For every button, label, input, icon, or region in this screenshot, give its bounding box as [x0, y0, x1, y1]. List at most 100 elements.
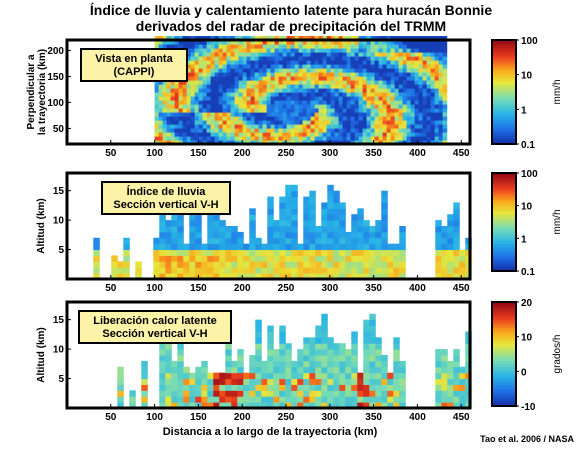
heatmap-cell	[294, 124, 300, 129]
heatmap-cell	[438, 44, 444, 49]
heatmap-cell	[153, 255, 160, 262]
heatmap-cell	[186, 72, 192, 77]
heatmap-cell	[222, 96, 228, 101]
heatmap-cell	[363, 355, 370, 362]
heatmap-cell	[225, 384, 232, 391]
heatmap-cell	[282, 76, 288, 81]
heatmap-cell	[266, 128, 272, 133]
heatmap-cell	[394, 120, 400, 125]
colorbar-segment	[492, 356, 516, 360]
heatmap-cell	[390, 64, 396, 69]
colorbar-segment	[492, 231, 516, 235]
heatmap-cell	[270, 84, 276, 89]
heatmap-cell	[338, 36, 344, 41]
heatmap-cell	[375, 372, 382, 380]
heatmap-cell	[177, 220, 184, 227]
heatmap-cell	[237, 378, 244, 385]
heatmap-cell	[206, 68, 212, 73]
heatmap-cell	[178, 104, 184, 109]
heatmap-cell	[350, 56, 356, 61]
heatmap-cell	[326, 108, 332, 113]
heatmap-cell	[333, 255, 340, 262]
heatmap-cell	[182, 124, 188, 129]
heatmap-cell	[369, 267, 376, 274]
heatmap-cell	[226, 124, 232, 129]
plot-frame	[65, 300, 472, 410]
heatmap-cell	[378, 124, 384, 129]
heatmap-cell	[186, 44, 192, 49]
heatmap-cell	[386, 56, 392, 61]
heatmap-cell	[362, 100, 368, 105]
heatmap-cell	[195, 261, 202, 268]
heatmap-cell	[398, 120, 404, 125]
heatmap-cell	[177, 226, 184, 233]
heatmap-cell	[346, 56, 352, 61]
heatmap-cell	[306, 36, 312, 41]
colorbar-segment	[492, 229, 516, 233]
heatmap-cell	[243, 384, 250, 391]
heatmap-cell	[153, 243, 160, 251]
heatmap-cell	[249, 214, 256, 221]
heatmap-cell	[378, 60, 384, 65]
heatmap-cell	[294, 120, 300, 125]
heatmap-cell	[370, 112, 376, 117]
heatmap-cell	[357, 226, 364, 233]
heatmap-cell	[117, 384, 124, 391]
heatmap-cell	[166, 120, 172, 125]
heatmap-cell	[310, 72, 316, 77]
heatmap-cell	[278, 136, 284, 141]
heatmap-cell	[189, 255, 196, 262]
heatmap-cell	[266, 84, 272, 89]
heatmap-cell	[302, 140, 308, 145]
heatmap-cell	[333, 202, 340, 209]
heatmap-cell	[207, 214, 214, 221]
heatmap-cell	[426, 48, 432, 53]
heatmap-cell	[171, 372, 178, 380]
heatmap-cell	[285, 273, 292, 280]
heatmap-cell	[354, 76, 360, 81]
heatmap-cell	[330, 84, 336, 89]
heatmap-cell	[195, 243, 202, 251]
heatmap-cell	[242, 108, 248, 113]
heatmap-cell	[363, 226, 370, 233]
heatmap-cell	[183, 243, 190, 251]
heatmap-cell	[390, 88, 396, 93]
colorbar-segment	[492, 112, 516, 116]
x-tick-label: 200	[234, 283, 251, 294]
x-tick-label: 350	[365, 412, 382, 423]
heatmap-cell	[370, 76, 376, 81]
heatmap-cell	[422, 40, 428, 45]
heatmap-cell	[315, 378, 322, 385]
heatmap-cell	[370, 136, 376, 141]
heatmap-cell	[362, 116, 368, 121]
heatmap-cell	[326, 112, 332, 117]
heatmap-cell	[171, 226, 178, 233]
heatmap-cell	[426, 140, 432, 145]
heatmap-cell	[374, 120, 380, 125]
heatmap-cell	[210, 72, 216, 77]
heatmap-cell	[350, 68, 356, 73]
heatmap-cell	[170, 88, 176, 93]
heatmap-cell	[382, 104, 388, 109]
heatmap-cell	[254, 112, 260, 117]
heatmap-cell	[310, 96, 316, 101]
heatmap-cell	[362, 92, 368, 97]
heatmap-cell	[398, 76, 404, 81]
heatmap-cell	[402, 60, 408, 65]
heatmap-cell	[406, 132, 412, 137]
heatmap-cell	[273, 237, 280, 245]
heatmap-cell	[210, 92, 216, 97]
heatmap-cell	[303, 384, 310, 391]
heatmap-cell	[310, 92, 316, 97]
heatmap-cell	[219, 220, 226, 227]
heatmap-cell	[159, 378, 166, 385]
heatmap-cell	[342, 44, 348, 49]
heatmap-cell	[339, 384, 346, 391]
heatmap-cell	[346, 96, 352, 101]
heatmap-cell	[375, 237, 382, 245]
heatmap-cell	[214, 56, 220, 61]
heatmap-cell	[370, 40, 376, 45]
heatmap-cell	[426, 36, 432, 41]
heatmap-cell	[346, 116, 352, 121]
heatmap-cell	[309, 366, 316, 374]
